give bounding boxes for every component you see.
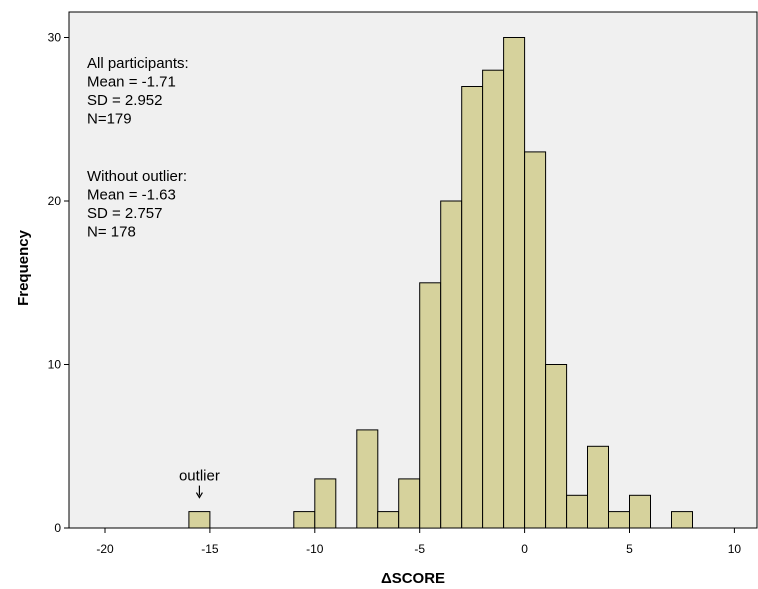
histogram-bar-16 [629,494,651,529]
stats-all-line-0: All participants: [87,55,189,72]
histogram-bar-9 [482,69,505,529]
histogram-bar-7 [440,200,463,529]
stats-all-line-1: Mean = -1.71 [87,74,176,91]
stats-all-line-3: N=179 [87,111,132,128]
x-tick-label-2: -10 [306,542,324,556]
stats-all-line-2: SD = 2.952 [87,92,162,109]
stats-without-line-2: SD = 2.757 [87,205,162,222]
histogram-bar-12 [545,364,568,529]
x-tick-label-1: -15 [201,542,219,556]
x-tick-label-0: -20 [96,542,114,556]
y-tick-label-1: 10 [48,358,62,372]
annotations-group: outlier [179,468,220,499]
histogram-bar-2 [314,478,337,529]
bars-group [188,37,693,529]
stats-without-line-1: Mean = -1.63 [87,187,176,204]
x-axis-ticks: -20 -15 -10 -5 0 5 10 [96,528,741,556]
histogram-bar-8 [461,86,484,529]
histogram-bar-1 [293,511,316,529]
x-tick-label-4: 0 [521,542,528,556]
histogram-bar-3 [356,429,379,529]
x-tick-label-3: -5 [414,542,425,556]
y-tick-label-3: 30 [48,31,62,45]
annotation-label-0: outlier [179,468,220,485]
histogram-bar-14 [587,445,609,529]
x-tick-label-5: 5 [626,542,633,556]
stats-without-line-0: Without outlier: [87,168,187,185]
histogram-bar-11 [524,151,547,529]
stats-without-line-3: N= 178 [87,224,136,241]
y-axis-ticks: 0 10 20 30 [48,31,69,535]
y-axis-title: Frequency [15,229,32,306]
histogram-bar-5 [398,478,421,529]
histogram-bar-13 [566,494,589,529]
y-tick-label-0: 0 [54,521,61,535]
annotation-arrowhead-0 [195,492,203,499]
x-tick-label-6: 10 [728,542,742,556]
histogram-bar-10 [503,37,526,529]
plot-background [68,11,758,529]
histogram-bar-0 [188,511,211,529]
x-axis-title: ΔSCORE [381,570,445,587]
y-tick-label-2: 20 [48,194,62,208]
histogram-bar-4 [377,511,400,529]
histogram-bar-17 [671,511,693,529]
histogram-bar-6 [419,282,442,529]
histogram-bar-15 [608,511,630,529]
